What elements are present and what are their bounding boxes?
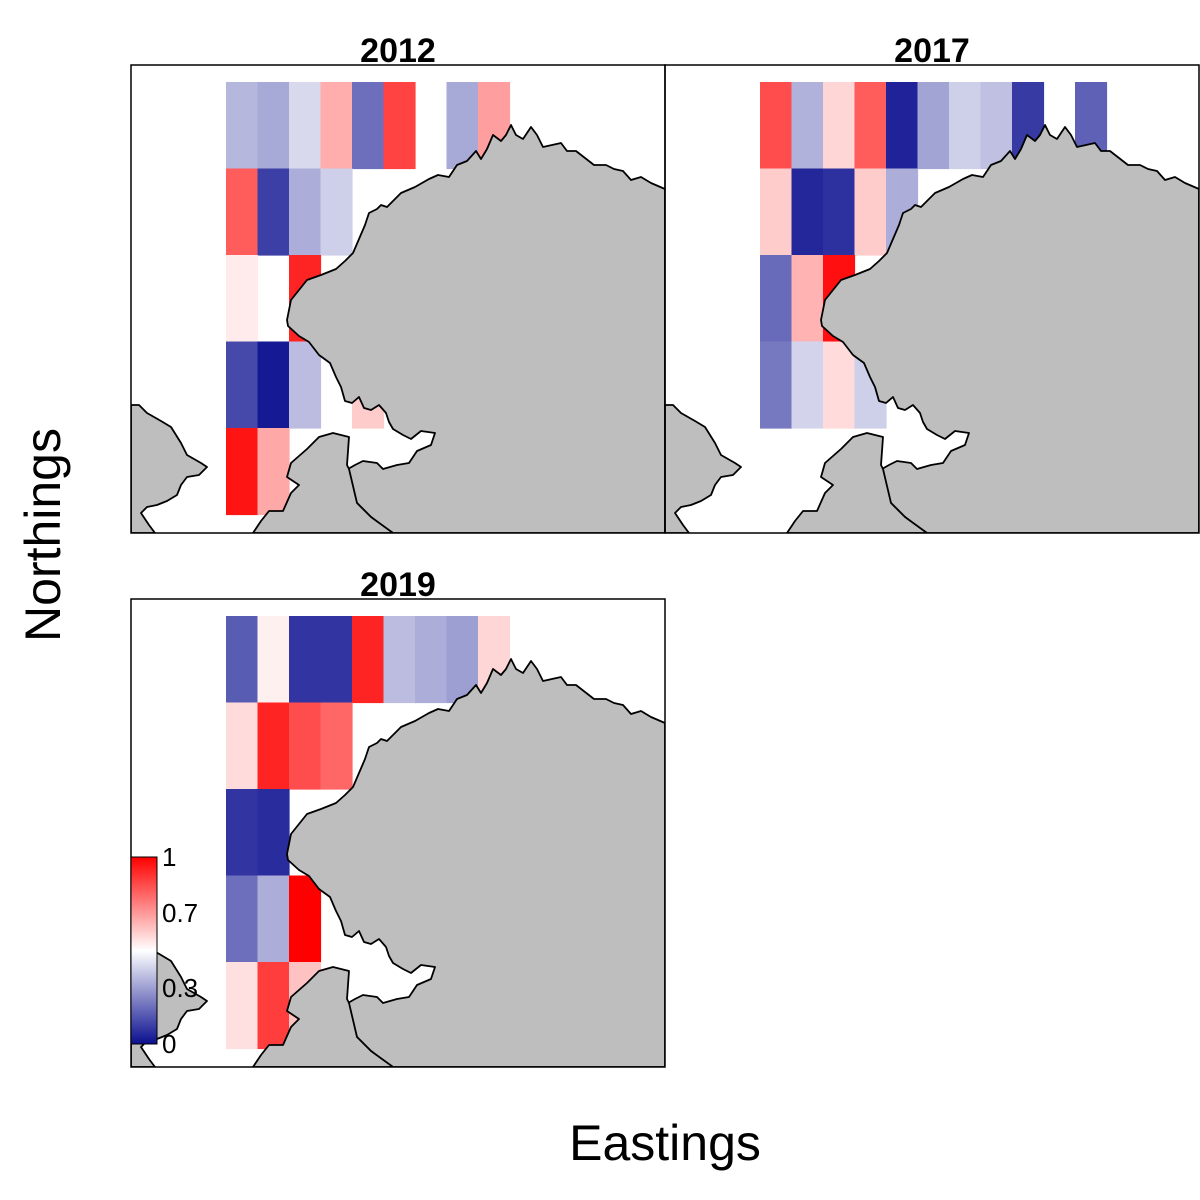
coastline-south xyxy=(252,432,394,533)
heatmap-cell xyxy=(257,875,290,963)
heatmap-cell xyxy=(289,168,322,256)
heatmap-cell xyxy=(823,82,856,170)
x-axis-title: Eastings xyxy=(569,1115,761,1171)
coastline-main xyxy=(286,124,665,533)
heatmap-cell xyxy=(257,789,290,877)
heatmap-cell xyxy=(760,82,793,170)
legend-tick-label: 0 xyxy=(162,1029,176,1059)
heatmap-cell xyxy=(352,82,385,170)
heatmap-cell xyxy=(320,168,353,256)
heatmap-cell xyxy=(352,616,385,704)
heatmap-cell xyxy=(791,341,824,429)
heatmap-cell xyxy=(383,82,416,170)
heatmap-cell xyxy=(226,789,259,877)
coastline-south xyxy=(252,966,394,1067)
heatmap-cell xyxy=(257,82,290,170)
heatmap-cell xyxy=(257,616,290,704)
panel-frame xyxy=(664,64,1200,534)
heatmap-cell xyxy=(760,341,793,429)
color-legend: 1 0.7 0.3 0 xyxy=(130,842,198,1059)
heatmap-cell xyxy=(257,341,290,429)
legend-colorbar xyxy=(130,856,158,1045)
heatmap-cell xyxy=(226,962,259,1050)
heatmap-cell xyxy=(791,82,824,170)
panel-title-2012: 2012 xyxy=(360,32,436,70)
panel-title-2019: 2019 xyxy=(360,566,436,604)
heatmap-cell xyxy=(226,255,259,343)
heatmap-cell xyxy=(320,616,353,704)
heatmap-cell xyxy=(257,702,290,790)
heatmap-cell xyxy=(760,168,793,256)
panel-2017: 2017 xyxy=(664,32,1200,534)
heatmap-cell xyxy=(949,82,982,170)
heatmap-cell xyxy=(791,168,824,256)
heatmap-cell xyxy=(226,168,259,256)
panel-frame xyxy=(130,598,666,1068)
heatmap-cell xyxy=(226,82,259,170)
heatmap-cell xyxy=(257,428,290,516)
y-axis-title: Northings xyxy=(15,428,71,642)
heatmap-cell xyxy=(257,168,290,256)
heatmap-cell xyxy=(226,341,259,429)
heatmap-cell xyxy=(226,875,259,963)
heatmap-cell xyxy=(823,341,856,429)
heatmap-cell xyxy=(257,962,290,1050)
land-mass xyxy=(131,124,665,533)
coastline-main xyxy=(820,124,1199,533)
heatmap-cell xyxy=(226,702,259,790)
land-mass xyxy=(665,124,1199,533)
heatmap-cell xyxy=(289,616,322,704)
heatmap-cell xyxy=(289,702,322,790)
land-mass xyxy=(131,658,665,1067)
legend-tick-label: 0.3 xyxy=(162,973,198,1003)
heatmap-cell xyxy=(760,255,793,343)
heatmap-cell xyxy=(415,616,448,704)
panel-title-2017: 2017 xyxy=(894,32,970,70)
heatmap-cell xyxy=(854,168,887,256)
heatmap-cell xyxy=(886,82,919,170)
coastline-west xyxy=(131,404,208,533)
heatmap-cell xyxy=(320,82,353,170)
heatmap-cell xyxy=(289,82,322,170)
heatmap-cell xyxy=(823,168,856,256)
legend-tick-label: 0.7 xyxy=(162,898,198,928)
coastline-west xyxy=(665,404,742,533)
heatmap-cell xyxy=(383,616,416,704)
heatmap-cell xyxy=(289,341,322,429)
panel-2012: 2012 xyxy=(130,32,666,534)
heatmap-cell xyxy=(226,428,259,516)
heatmap-cells xyxy=(226,82,511,516)
legend-tick-label: 1 xyxy=(162,842,176,872)
heatmap-cells xyxy=(226,616,511,1050)
heatmap-cell xyxy=(854,82,887,170)
panel-2019: 2019 xyxy=(130,566,666,1068)
heatmap-cell xyxy=(320,702,353,790)
heatmap-cell xyxy=(917,82,950,170)
heatmap-cell xyxy=(289,875,322,963)
heatmap-cell xyxy=(226,616,259,704)
coastline-main xyxy=(286,658,665,1067)
coastline-south xyxy=(786,432,928,533)
heatmap-cell xyxy=(791,255,824,343)
